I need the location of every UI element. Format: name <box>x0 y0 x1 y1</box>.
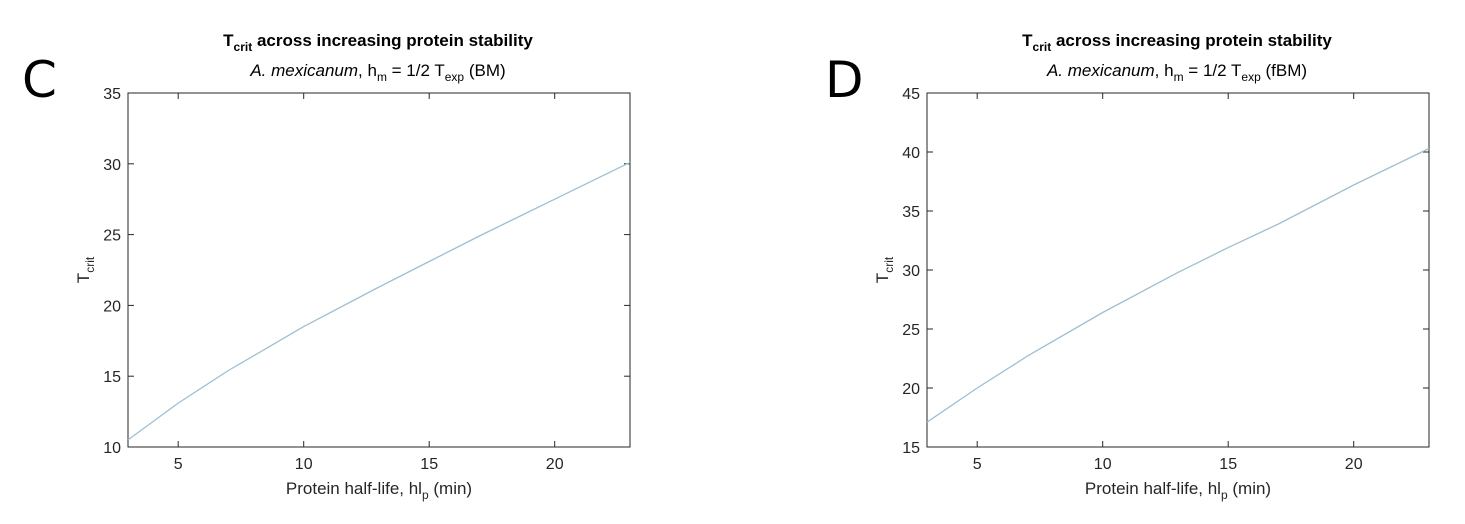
y-tick-label: 35 <box>103 86 121 103</box>
y-tick-label: 25 <box>902 322 920 339</box>
x-axis-ticks: 5 10 15 20 <box>174 93 564 473</box>
x-tick-label: 20 <box>1345 456 1363 473</box>
y-tick-label: 35 <box>902 204 920 221</box>
y-axis-ticks: 10 15 20 25 30 35 <box>103 86 630 457</box>
x-tick-label: 20 <box>546 456 564 473</box>
y-tick-label: 30 <box>902 263 920 280</box>
x-tick-label: 5 <box>973 456 982 473</box>
y-axis-ticks: 15 20 25 30 35 40 45 <box>902 86 1429 457</box>
plot-area-frame <box>127 92 631 448</box>
series-lines <box>926 147 1430 423</box>
y-tick-label: 20 <box>103 298 121 315</box>
chart-subtitle: A. mexicanum, hm = 1/2 Texp (BM) <box>249 61 505 84</box>
x-tick-label: 10 <box>295 456 313 473</box>
plot-area-frame <box>926 92 1430 448</box>
y-tick-label: 45 <box>902 86 920 103</box>
chart-title: Tcrit across increasing protein stabilit… <box>223 31 533 54</box>
chart-title: Tcrit across increasing protein stabilit… <box>1022 31 1332 54</box>
panel-letter-c: C <box>22 51 57 109</box>
x-tick-label: 10 <box>1094 456 1112 473</box>
y-tick-label: 20 <box>902 381 920 398</box>
series-line <box>127 161 631 441</box>
panel-letter-d: D <box>825 51 864 109</box>
panel-d: D Tcrit across increasing protein stabil… <box>825 31 1430 502</box>
series-lines <box>127 161 631 441</box>
y-tick-label: 10 <box>103 440 121 457</box>
x-tick-label: 15 <box>1219 456 1237 473</box>
x-axis-label: Protein half-life, hlp (min) <box>286 479 472 502</box>
y-tick-label: 25 <box>103 228 121 245</box>
y-tick-label: 15 <box>902 440 920 457</box>
x-axis-ticks: 5 10 15 20 <box>973 93 1363 473</box>
x-tick-label: 5 <box>174 456 183 473</box>
y-tick-label: 40 <box>902 145 920 162</box>
y-axis-label: Tcrit <box>873 256 896 283</box>
y-tick-label: 30 <box>103 157 121 174</box>
chart-subtitle: A. mexicanum, hm = 1/2 Texp (fBM) <box>1046 61 1307 84</box>
series-line <box>926 147 1430 423</box>
x-tick-label: 15 <box>420 456 438 473</box>
y-tick-label: 15 <box>103 369 121 386</box>
x-axis-label: Protein half-life, hlp (min) <box>1085 479 1271 502</box>
y-axis-label: Tcrit <box>74 256 97 283</box>
panel-c: C Tcrit across increasing protein stabil… <box>22 31 631 502</box>
